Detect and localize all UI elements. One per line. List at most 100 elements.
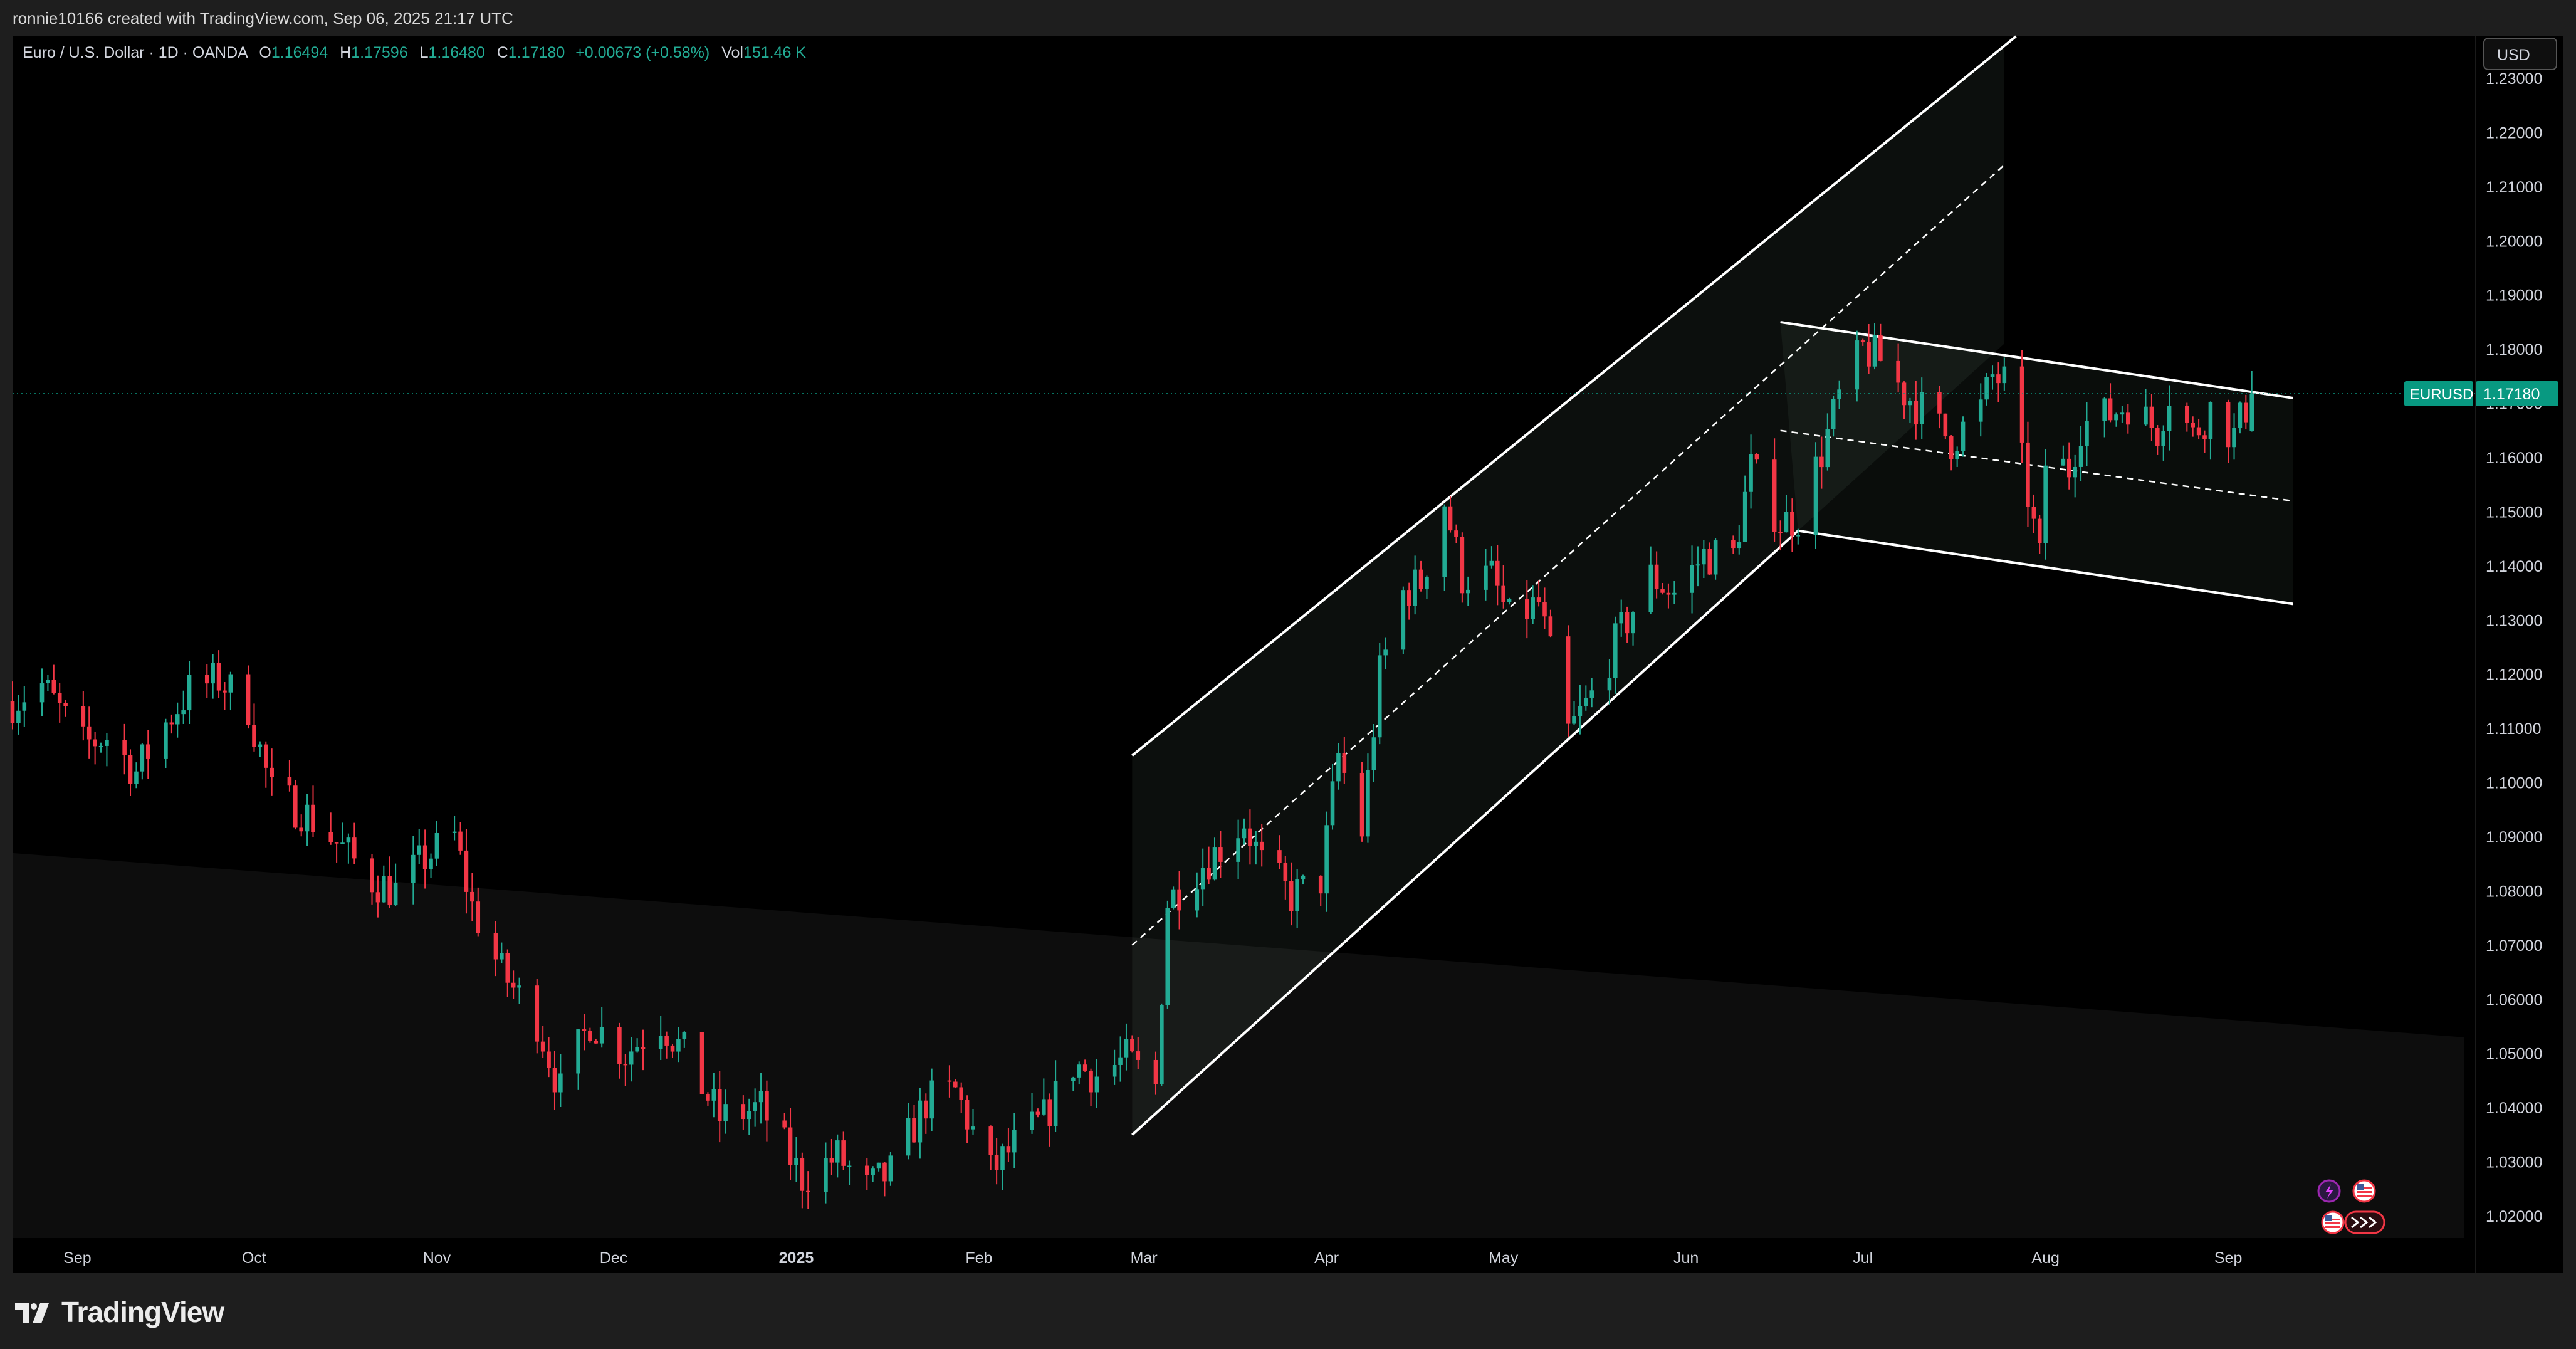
candle-body bbox=[458, 831, 463, 851]
candle-body bbox=[1042, 1099, 1046, 1115]
price-tick-label: 1.03000 bbox=[2486, 1154, 2542, 1172]
candle-body bbox=[1584, 697, 1588, 706]
candle-body bbox=[1731, 540, 1736, 549]
candle-body bbox=[1484, 565, 1488, 590]
candle-body bbox=[10, 701, 15, 723]
candle-body bbox=[2102, 398, 2107, 421]
price-tick-label: 1.08000 bbox=[2486, 883, 2542, 900]
symbol-title[interactable]: Euro / U.S. Dollar · 1D · OANDA bbox=[23, 44, 248, 61]
price-axis bbox=[2476, 36, 2563, 1273]
us-flag-icon bbox=[2325, 1219, 2340, 1220]
candle-body bbox=[181, 710, 186, 715]
candle-body bbox=[1242, 828, 1247, 839]
candle-body bbox=[805, 1190, 810, 1192]
price-tick-label: 1.21000 bbox=[2486, 179, 2542, 196]
candle-body bbox=[417, 845, 422, 855]
low-value: 1.16480 bbox=[428, 44, 485, 61]
currency-button[interactable]: USD bbox=[2483, 38, 2557, 70]
price-tick-label: 1.09000 bbox=[2486, 829, 2542, 846]
candle-body bbox=[2144, 406, 2148, 425]
candle-body bbox=[1631, 612, 1635, 634]
rising-channel-fill bbox=[1132, 46, 2004, 1135]
price-tick-label: 1.13000 bbox=[2486, 612, 2542, 629]
candle-body bbox=[352, 837, 357, 859]
candle-body bbox=[1525, 599, 1529, 619]
candle-body bbox=[1690, 565, 1694, 593]
lightning-icon bbox=[2325, 1184, 2333, 1199]
candle-body bbox=[1160, 1005, 1164, 1084]
candle-body bbox=[411, 854, 416, 883]
candle-body bbox=[1012, 1130, 1017, 1153]
rising-channel-lower-line bbox=[1131, 530, 1799, 1136]
candle-body bbox=[1077, 1064, 1082, 1078]
candle-body bbox=[1961, 421, 1966, 452]
candle-body bbox=[1406, 590, 1411, 606]
candle-body bbox=[1955, 451, 1959, 459]
time-tick-label: Feb bbox=[965, 1249, 992, 1267]
candle-body bbox=[1501, 585, 1505, 602]
candle-body bbox=[1589, 690, 1594, 698]
candle-body bbox=[1318, 875, 1323, 894]
candle-body bbox=[1790, 512, 1794, 536]
candle-body bbox=[246, 674, 251, 725]
candle-body bbox=[505, 953, 510, 983]
candle-body bbox=[1536, 597, 1541, 602]
candle-body bbox=[1000, 1146, 1005, 1170]
candle-body bbox=[1578, 706, 1583, 716]
candle-body bbox=[576, 1029, 580, 1074]
us-flag-icon bbox=[2357, 1191, 2372, 1193]
candle-body bbox=[517, 985, 521, 988]
candle-body bbox=[140, 744, 145, 772]
candle-body bbox=[959, 1087, 963, 1100]
candle-body bbox=[305, 804, 310, 832]
candle-body bbox=[1136, 1051, 1141, 1060]
candle-body bbox=[2238, 402, 2243, 428]
candle-body bbox=[452, 831, 457, 833]
candle-body bbox=[51, 680, 56, 693]
candle-body bbox=[2249, 394, 2254, 431]
candle-body bbox=[1454, 530, 1458, 537]
candle-body bbox=[2043, 465, 2048, 543]
candle-body bbox=[46, 680, 50, 684]
candle-body bbox=[558, 1073, 563, 1093]
time-tick-label: May bbox=[1489, 1249, 1519, 1267]
candle-body bbox=[211, 663, 215, 684]
candle-body bbox=[340, 842, 345, 844]
candle-body bbox=[918, 1100, 923, 1143]
right-arrows-icon bbox=[2360, 1216, 2369, 1229]
candle-body bbox=[540, 1041, 545, 1052]
candle-body bbox=[588, 1031, 592, 1041]
price-tag-value: 1.17180 bbox=[2483, 386, 2540, 403]
candle-body bbox=[311, 804, 315, 832]
candle-body bbox=[1124, 1039, 1129, 1058]
candle-body bbox=[422, 845, 427, 869]
candle-body bbox=[1177, 889, 1181, 911]
candle-body bbox=[2125, 412, 2130, 425]
falling-channel-median-line bbox=[1780, 429, 2293, 502]
high-value: 1.17596 bbox=[351, 44, 408, 61]
candle-body bbox=[2108, 398, 2113, 421]
candle-body bbox=[682, 1032, 687, 1039]
candle-body bbox=[1336, 753, 1341, 782]
candle-body bbox=[912, 1118, 916, 1143]
candle-body bbox=[169, 722, 174, 725]
tradingview-brand[interactable]: TradingView bbox=[15, 1295, 224, 1329]
candle-body bbox=[629, 1051, 634, 1065]
rising-channel-upper-line bbox=[1131, 35, 2017, 757]
candle-body bbox=[1401, 590, 1406, 650]
time-tick-label: Sep bbox=[63, 1249, 91, 1267]
candle-body bbox=[1860, 340, 1865, 343]
candle-body bbox=[635, 1047, 639, 1052]
low-label: L bbox=[419, 44, 429, 61]
event-icons[interactable] bbox=[2317, 1179, 2385, 1234]
us-flag-icon bbox=[2357, 1184, 2364, 1190]
candle-body bbox=[1118, 1057, 1123, 1065]
candle-body bbox=[1831, 399, 1836, 429]
candle-body bbox=[434, 832, 439, 859]
candle-body bbox=[1465, 589, 1470, 594]
candle-body bbox=[2155, 428, 2160, 446]
symbol-legend[interactable]: Euro / U.S. Dollar · 1D · OANDA O1.16494… bbox=[23, 44, 806, 62]
candle-body bbox=[1896, 360, 1900, 383]
candle-body bbox=[387, 876, 392, 906]
